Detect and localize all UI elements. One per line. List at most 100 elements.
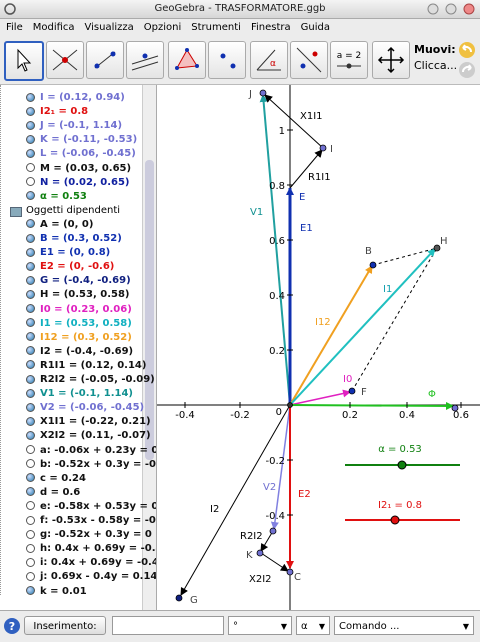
visibility-bullet[interactable] (26, 515, 35, 525)
visibility-bullet[interactable] (26, 191, 35, 201)
algebra-row[interactable]: V2 = (-0.06, -0.45) (10, 401, 144, 415)
visibility-bullet[interactable] (26, 177, 35, 187)
point-f[interactable] (348, 387, 356, 395)
algebra-row[interactable]: c = 0.24 (10, 472, 86, 486)
point-i[interactable] (319, 144, 327, 152)
tool-angle[interactable]: α (250, 41, 288, 79)
algebra-row[interactable]: L = (-0.06, -0.45) (10, 147, 136, 161)
visibility-bullet[interactable] (26, 459, 35, 469)
visibility-bullet[interactable] (26, 148, 35, 158)
tool-line[interactable] (86, 41, 124, 79)
algebra-row[interactable]: I0 = (0.23, 0.06) (10, 303, 132, 317)
algebra-row[interactable]: I = (0.12, 0.94) (10, 91, 125, 105)
visibility-bullet[interactable] (26, 219, 35, 229)
tool-parallel[interactable] (126, 41, 164, 79)
point-a[interactable] (287, 402, 293, 408)
visibility-bullet[interactable] (26, 134, 35, 144)
visibility-bullet[interactable] (26, 402, 35, 412)
visibility-bullet[interactable] (26, 543, 35, 553)
algebra-row[interactable]: X2I2 = (0.11, -0.07) (10, 429, 151, 443)
algebra-row[interactable]: B = (0.3, 0.52) (10, 232, 122, 246)
scrollbar[interactable] (142, 85, 156, 610)
visibility-bullet[interactable] (26, 163, 35, 172)
degree-dropdown[interactable]: ° ▼ (228, 616, 292, 635)
algebra-row[interactable]: e: -0.58x + 0.53y = 0. (10, 500, 156, 514)
tool-point[interactable] (46, 41, 84, 79)
algebra-row[interactable]: I1 = (0.53, 0.58) (10, 317, 132, 331)
visibility-bullet[interactable] (26, 318, 35, 328)
algebra-row[interactable]: V1 = (-0.1, 1.14) (10, 387, 133, 401)
tool-move[interactable] (4, 41, 44, 81)
visibility-bullet[interactable] (26, 261, 35, 271)
algebra-row[interactable]: k = 0.01 (10, 585, 87, 599)
algebra-row[interactable]: M = (0.03, 0.65) (10, 162, 131, 176)
visibility-bullet[interactable] (26, 289, 35, 299)
command-dropdown[interactable]: Comando ... ▼ (334, 616, 474, 635)
algebra-row[interactable]: h: 0.4x + 0.69y = -0.4 (10, 542, 156, 556)
algebra-row[interactable]: G = (-0.4, -0.69) (10, 274, 131, 288)
visibility-bullet[interactable] (26, 416, 35, 426)
tool-slider[interactable]: a = 2 (330, 41, 368, 79)
point-h[interactable] (433, 244, 441, 252)
algebra-row[interactable]: E2 = (0, -0.6) (10, 260, 114, 274)
algebra-row[interactable]: N = (0.02, 0.65) (10, 176, 129, 190)
visibility-bullet[interactable] (26, 388, 35, 398)
algebra-row[interactable]: A = (0, 0) (10, 218, 93, 232)
help-icon[interactable]: ? (3, 617, 21, 635)
algebra-row[interactable]: K = (-0.11, -0.53) (10, 133, 137, 147)
point-c[interactable] (286, 568, 294, 576)
point-k[interactable] (256, 549, 264, 557)
visibility-bullet[interactable] (26, 106, 35, 116)
visibility-bullet[interactable] (26, 571, 35, 581)
algebra-row[interactable]: R1I1 = (0.12, 0.14) (10, 359, 146, 373)
point-b[interactable] (369, 261, 377, 269)
algebra-row[interactable]: j: 0.69x - 0.4y = 0.14 (10, 570, 156, 584)
point-phi[interactable] (451, 404, 459, 412)
algebra-row[interactable]: g: -0.52x + 0.3y = 0 (10, 528, 152, 542)
visibility-bullet[interactable] (26, 586, 35, 595)
visibility-bullet[interactable] (26, 529, 35, 539)
algebra-row[interactable]: I2₁ = 0.8 (10, 105, 88, 119)
algebra-row[interactable]: J = (-0.1, 1.14) (10, 119, 122, 133)
visibility-bullet[interactable] (26, 430, 35, 440)
algebra-row[interactable]: f: -0.53x - 0.58y = -0. (10, 514, 156, 528)
visibility-bullet[interactable] (26, 473, 35, 483)
visibility-bullet[interactable] (26, 487, 35, 497)
point-j[interactable] (259, 89, 267, 97)
visibility-bullet[interactable] (26, 346, 35, 356)
slider-handle[interactable] (390, 515, 400, 525)
input-field[interactable] (112, 616, 224, 635)
point-g[interactable] (175, 594, 183, 602)
algebra-row[interactable]: I2 = (-0.4, -0.69) (10, 345, 133, 359)
algebra-row[interactable]: i: 0.4x + 0.69y = -0.4 (10, 556, 156, 570)
slider-handle[interactable] (397, 460, 407, 470)
visibility-bullet[interactable] (26, 92, 35, 102)
algebra-row[interactable]: E1 = (0, 0.8) (10, 246, 110, 260)
visibility-bullet[interactable] (26, 233, 35, 243)
input-button[interactable]: Inserimento: (24, 616, 106, 635)
undo-redo[interactable] (457, 40, 477, 80)
visibility-bullet[interactable] (26, 501, 35, 511)
window-controls[interactable] (426, 2, 478, 16)
algebra-row[interactable]: H = (0.53, 0.58) (10, 288, 129, 302)
algebra-row[interactable]: α = 0.53 (10, 190, 87, 204)
visibility-bullet[interactable] (26, 247, 35, 257)
point-l[interactable] (269, 527, 277, 535)
algebra-row[interactable]: R2I2 = (-0.05, -0.09) (10, 373, 155, 387)
tool-circle[interactable] (208, 41, 246, 79)
algebra-row[interactable]: b: -0.52x + 0.3y = -0. (10, 458, 156, 472)
algebra-row[interactable]: I12 = (0.3, 0.52) (10, 331, 132, 345)
visibility-bullet[interactable] (26, 332, 35, 342)
tool-polygon[interactable] (168, 41, 206, 79)
algebra-row[interactable]: a: -0.06x + 0.23y = 0. (10, 444, 156, 458)
visibility-bullet[interactable] (26, 275, 35, 285)
visibility-bullet[interactable] (26, 304, 35, 313)
alpha-dropdown[interactable]: α ▼ (296, 616, 330, 635)
algebra-row[interactable]: X1I1 = (-0.22, 0.21) (10, 415, 151, 429)
visibility-bullet[interactable] (26, 360, 35, 370)
visibility-bullet[interactable] (26, 445, 35, 454)
algebra-row[interactable]: d = 0.6 (10, 486, 80, 500)
tool-reflect[interactable] (290, 41, 328, 79)
visibility-bullet[interactable] (26, 374, 35, 384)
visibility-bullet[interactable] (26, 557, 35, 567)
